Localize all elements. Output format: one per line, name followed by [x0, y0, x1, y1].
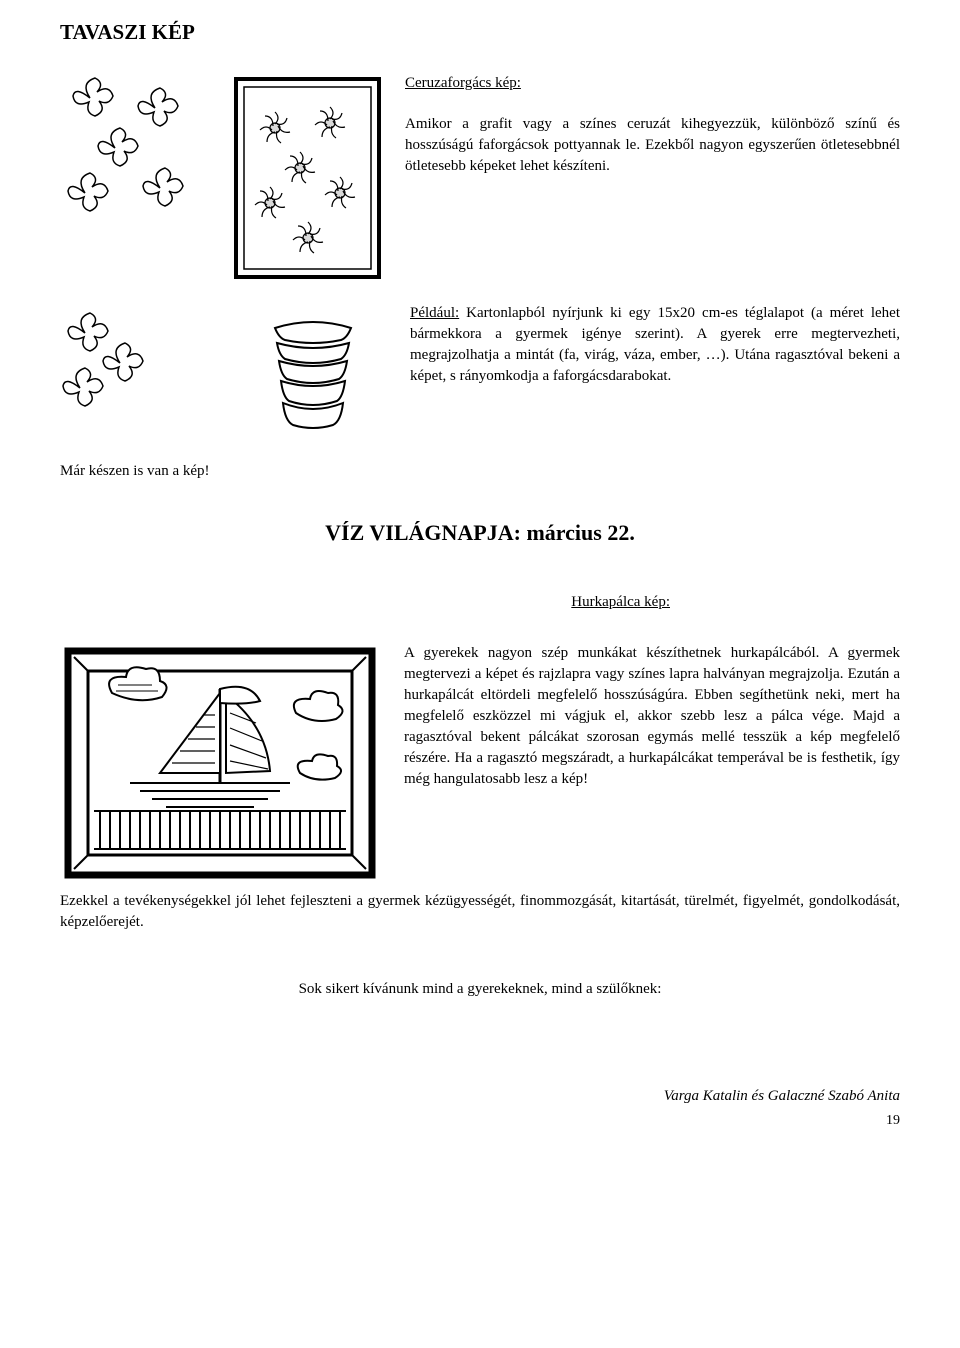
row-example: Például: Kartonlapból nyírjunk ki egy 15…: [60, 303, 900, 433]
row-intro: Ceruzaforgács kép: Amikor a grafit vagy …: [60, 73, 900, 283]
ceruza-paragraph-2: Például: Kartonlapból nyírjunk ki egy 15…: [410, 303, 900, 387]
hurka-paragraph-2: Ezekkel a tevékenységekkel jól lehet fej…: [60, 891, 900, 933]
illustration-shavings-2: [60, 303, 215, 433]
ceruza-paragraph-1: Amikor a grafit vagy a színes ceruzát ki…: [405, 114, 900, 177]
ceruza-heading: Ceruzaforgács kép:: [405, 73, 900, 94]
illustration-shavings-1: [60, 73, 210, 223]
author-signature: Varga Katalin és Galaczné Szabó Anita: [60, 1088, 900, 1105]
example-prefix: Például:: [410, 305, 459, 321]
ceruza-done: Már készen is van a kép!: [60, 463, 900, 480]
page-number: 19: [60, 1113, 900, 1129]
hurka-heading: Hurkapálca kép:: [571, 594, 670, 611]
ceruza-intro-block: Ceruzaforgács kép: Amikor a grafit vagy …: [405, 73, 900, 177]
illustration-vase: [235, 303, 390, 433]
closing-text: Sok sikert kívánunk mind a gyerekeknek, …: [60, 981, 900, 998]
illustration-framed-flowers: [230, 73, 385, 283]
section-ceruzaforgacs: Ceruzaforgács kép: Amikor a grafit vagy …: [60, 73, 900, 520]
row-hurka: A gyerekek nagyon szép munkákat készíthe…: [60, 643, 900, 883]
illustration-sailboat: [60, 643, 380, 883]
hurka-paragraph-1: A gyerekek nagyon szép munkákat készíthe…: [404, 643, 900, 790]
page-title: TAVASZI KÉP: [60, 20, 900, 45]
section-hurkapalca: Hurkapálca kép:: [60, 594, 900, 981]
viz-heading: VÍZ VILÁGNAPJA: március 22.: [60, 520, 900, 546]
example-body: Kartonlapból nyírjunk ki egy 15x20 cm-es…: [410, 305, 900, 384]
